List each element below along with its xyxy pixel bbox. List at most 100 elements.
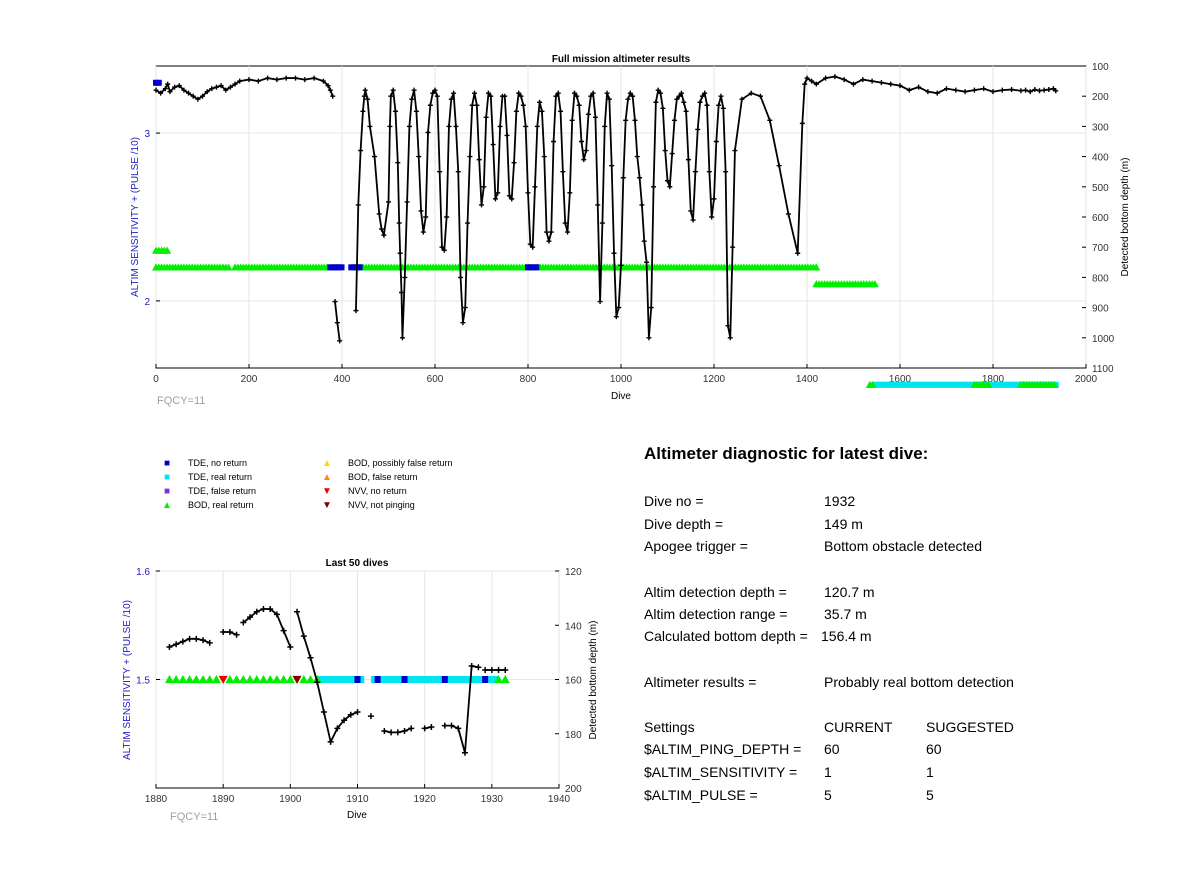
depth-point [311,75,317,81]
depth-point [280,627,287,634]
depth-point [441,722,448,729]
depth-point [646,335,652,341]
legend-item: ▲ BOD, false return [320,472,417,483]
depth-point [627,90,633,96]
depth-line [296,611,358,745]
marker-bod-real [299,675,309,684]
depth-point [267,605,274,612]
depth-point [520,102,526,108]
depth-point [354,709,361,716]
x-axis-label: Dive [611,391,631,402]
y2-tick-label: 500 [1092,183,1109,194]
setting-current: 60 [824,741,840,757]
depth-point [676,93,682,99]
x-tick-label: 1900 [279,794,302,805]
marker-tde-no-return [354,676,361,683]
current-header: CURRENT [824,719,893,735]
depth-point [706,169,712,175]
depth-point [186,90,192,96]
depth-point [206,639,213,646]
depth-point [639,202,645,208]
depth-point [509,196,515,202]
depth-point [327,87,333,93]
x-tick-label: 1200 [703,374,726,385]
depth-line [242,608,292,648]
depth-point [669,151,675,157]
depth-point [481,184,487,190]
depth-point [360,108,366,114]
depth-point [869,78,875,84]
depth-point [468,662,475,669]
depth-point [465,220,471,226]
depth-point [525,190,531,196]
depth-point [200,637,207,644]
depth-point [860,77,866,83]
depth-point [233,631,240,638]
depth-point [488,93,494,99]
depth-point [1041,87,1047,93]
depth-point [592,114,598,120]
depth-point [399,335,405,341]
depth-point [711,196,717,202]
depth-point [683,108,689,114]
depth-point [165,81,171,87]
y2-tick-label: 100 [1092,62,1109,73]
suggested-header: SUGGESTED [926,719,1014,735]
marker-tde-no-return [482,676,489,683]
depth-point [218,83,224,89]
y-tick-label: 2 [144,297,150,308]
x-tick-label: 600 [427,374,444,385]
marker-bod-real [494,675,504,684]
last-50-dives-chart: Last 50 dives Dive ALTIM SENSITIVITY + (… [122,558,599,823]
marker-bod-real [211,675,221,684]
det-range-label: Altim detection range = [644,606,788,622]
calc-depth-label: Calculated bottom depth = [644,628,808,644]
depth-point [495,667,502,674]
depth-point [962,89,968,95]
x-tick-label: 1600 [889,374,912,385]
depth-point [395,160,401,166]
depth-point [506,193,512,199]
depth-point [523,123,529,129]
depth-point [651,184,657,190]
depth-point [690,217,696,223]
depth-point [469,102,475,108]
depth-point [294,608,301,615]
depth-point [153,87,159,93]
depth-point [618,262,624,268]
depth-point [381,728,388,735]
depth-point [334,725,341,732]
depth-point [390,87,396,93]
depth-point [483,114,489,120]
depth-point [537,99,543,105]
depth-point [776,163,782,169]
marker-square [533,264,540,271]
det-range-value: 35.7 m [824,606,867,622]
depth-point [641,238,647,244]
depth-point [402,274,408,280]
y2-tick-label: 1100 [1092,364,1114,375]
y-tick-label: 1.5 [136,676,150,687]
apogee-label: Apogee trigger = [644,538,748,554]
fqcy-note: FQCY=11 [157,395,205,407]
depth-point [327,738,334,745]
legend-item: ▲ BOD, real return [160,500,253,511]
y2-tick-label: 300 [1092,122,1109,133]
depth-point [253,608,260,615]
y2-axis-label: Detected bottom depth (m) [1120,158,1131,277]
calc-depth-value: 156.4 m [821,628,872,644]
setting-name: $ALTIM_PING_DEPTH = [644,741,802,757]
depth-point [1018,88,1024,94]
settings-label: Settings [644,719,695,735]
marker-bod-real [252,675,262,684]
depth-point [665,178,670,184]
depth-point [704,102,710,108]
depth-point [376,211,382,217]
marker-tde-real [370,676,499,683]
depth-point [558,108,564,114]
depth-point [813,81,819,87]
depth-point [1027,89,1033,95]
depth-point [934,90,940,96]
depth-point [1037,88,1042,94]
triangle-up-icon: ▲ [322,458,332,469]
